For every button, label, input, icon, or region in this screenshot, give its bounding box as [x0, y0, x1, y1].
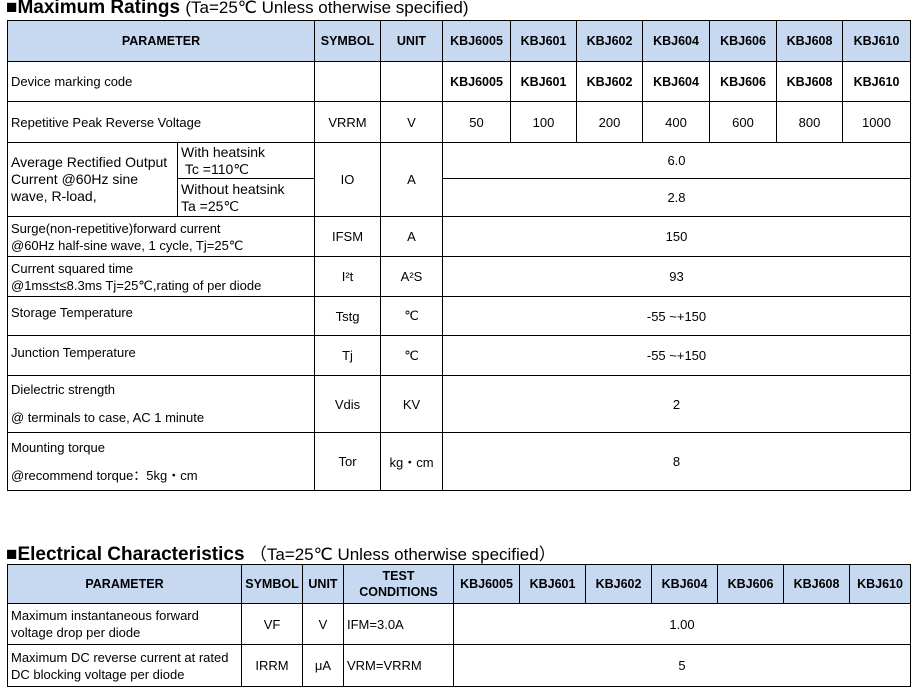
header-model: KBJ604: [651, 564, 718, 604]
test-cell: IFM=3.0A: [343, 603, 454, 645]
header-model: KBJ6005: [442, 20, 511, 62]
unit-cell: A: [380, 216, 443, 257]
header-model: KBJ602: [576, 20, 643, 62]
table-row: Dielectric strength @ terminals to case, …: [7, 375, 911, 433]
header-parameter: PARAMETER: [7, 20, 315, 62]
value-cell: 1.00: [453, 603, 911, 645]
param-cell: Device marking code: [7, 61, 315, 102]
symbol-cell: Vdis: [314, 375, 381, 433]
header-model: KBJ608: [783, 564, 850, 604]
header-test-conditions: TEST CONDITIONS: [343, 564, 454, 604]
unit-cell: KV: [380, 375, 443, 433]
electrical-title: ■Electrical Characteristics （Ta=25℃ Unle…: [6, 544, 556, 565]
param-cell: Storage Temperature: [7, 296, 315, 336]
header-symbol: SYMBOL: [241, 564, 303, 604]
header-unit: UNIT: [380, 20, 443, 62]
unit-cell: μA: [302, 644, 344, 687]
unit-cell: ℃: [380, 296, 443, 336]
param-cell: Surge(non-repetitive)forward current @60H…: [7, 216, 315, 257]
header-model: KBJ604: [642, 20, 710, 62]
table-row: Maximum DC reverse current at rated DC b…: [7, 644, 911, 687]
unit-cell: V: [302, 603, 344, 645]
condition-cell: With heatsink Tc =110℃: [177, 142, 315, 179]
table-row: Without heatsink Ta =25℃ 2.8: [8, 178, 911, 217]
value-cell: 800: [776, 101, 843, 143]
unit-cell: ℃: [380, 335, 443, 376]
value-cell: -55 ~+150: [442, 335, 911, 376]
param-cell: Repetitive Peak Reverse Voltage: [7, 101, 315, 143]
symbol-cell: Tj: [314, 335, 381, 376]
value-cell: 100: [510, 101, 577, 143]
param-cell: Maximum instantaneous forward voltage dr…: [7, 603, 242, 645]
table-row: Mounting torque @recommend torque：5kg・cm …: [7, 432, 911, 491]
symbol-cell: IFSM: [314, 216, 381, 257]
table-row: Maximum instantaneous forward voltage dr…: [7, 603, 911, 645]
value-cell: -55 ~+150: [442, 296, 911, 336]
header-model: KBJ610: [849, 564, 911, 604]
symbol-cell: IO: [314, 142, 381, 217]
header-model: KBJ6005: [453, 564, 520, 604]
symbol-cell: VF: [241, 603, 303, 645]
value-cell: 93: [442, 256, 911, 297]
table-row: Surge(non-repetitive)forward current @60H…: [7, 216, 911, 257]
condition-cell: Without heatsink Ta =25℃: [177, 178, 315, 217]
symbol-cell: Tstg: [314, 296, 381, 336]
symbol-cell: Tor: [314, 432, 381, 491]
value-cell: 5: [453, 644, 911, 687]
value-cell: 2: [442, 375, 911, 433]
value-cell: 50: [442, 101, 511, 143]
header-model: KBJ606: [709, 20, 777, 62]
header-unit: UNIT: [302, 564, 344, 604]
param-cell: Junction Temperature: [7, 335, 315, 376]
value-cell: 400: [642, 101, 710, 143]
param-cell: Dielectric strength @ terminals to case, …: [7, 375, 315, 433]
param-cell: Mounting torque @recommend torque：5kg・cm: [7, 432, 315, 491]
value-cell: KBJ608: [776, 61, 843, 102]
value-cell: 600: [709, 101, 777, 143]
value-cell: 200: [576, 101, 643, 143]
value-cell: KBJ601: [510, 61, 577, 102]
param-cell: Maximum DC reverse current at rated DC b…: [7, 644, 242, 687]
max-ratings-table: PARAMETER SYMBOL UNIT KBJ6005 KBJ601 KBJ…: [7, 20, 911, 491]
table-row: Average Rectified Output Current @60Hz s…: [7, 142, 911, 217]
value-cell: KBJ606: [709, 61, 777, 102]
table-row: Storage Temperature Tstg ℃ -55 ~+150: [7, 296, 911, 336]
electrical-table: PARAMETER SYMBOL UNIT TEST CONDITIONS KBJ…: [7, 564, 911, 687]
unit-cell: kg・cm: [380, 432, 443, 491]
value-cell: 6.0: [442, 142, 911, 179]
header-model: KBJ608: [776, 20, 843, 62]
table-row: Junction Temperature Tj ℃ -55 ~+150: [7, 335, 911, 376]
header-model: KBJ606: [717, 564, 784, 604]
header-symbol: SYMBOL: [314, 20, 381, 62]
value-cell: 150: [442, 216, 911, 257]
symbol-cell: VRRM: [314, 101, 381, 143]
value-cell: KBJ604: [642, 61, 710, 102]
symbol-cell: IRRM: [241, 644, 303, 687]
header-model: KBJ601: [519, 564, 586, 604]
value-cell: KBJ610: [842, 61, 911, 102]
table-row: Current squared time @1ms≤t≤8.3ms Tj=25℃,…: [7, 256, 911, 297]
table-row: Device marking code KBJ6005 KBJ601 KBJ60…: [7, 61, 911, 102]
unit-cell: A²S: [380, 256, 443, 297]
table-row: Repetitive Peak Reverse Voltage VRRM V 5…: [7, 101, 911, 143]
max-ratings-title: ■Maximum Ratings (Ta=25℃ Unless otherwis…: [6, 0, 469, 18]
table-header-row: PARAMETER SYMBOL UNIT KBJ6005 KBJ601 KBJ…: [7, 20, 911, 62]
value-cell: 1000: [842, 101, 911, 143]
value-cell: 8: [442, 432, 911, 491]
unit-cell: V: [380, 101, 443, 143]
param-cell: Average Rectified Output Current @60Hz s…: [7, 142, 178, 217]
value-cell: 2.8: [442, 178, 911, 217]
test-cell: VRM=VRRM: [343, 644, 454, 687]
value-cell: KBJ602: [576, 61, 643, 102]
symbol-cell: I²t: [314, 256, 381, 297]
header-model: KBJ602: [585, 564, 652, 604]
value-cell: KBJ6005: [442, 61, 511, 102]
header-parameter: PARAMETER: [7, 564, 242, 604]
header-model: KBJ601: [510, 20, 577, 62]
unit-cell: A: [380, 142, 443, 217]
table-header-row: PARAMETER SYMBOL UNIT TEST CONDITIONS KBJ…: [7, 564, 911, 604]
header-model: KBJ610: [842, 20, 911, 62]
param-cell: Current squared time @1ms≤t≤8.3ms Tj=25℃,…: [7, 256, 315, 297]
